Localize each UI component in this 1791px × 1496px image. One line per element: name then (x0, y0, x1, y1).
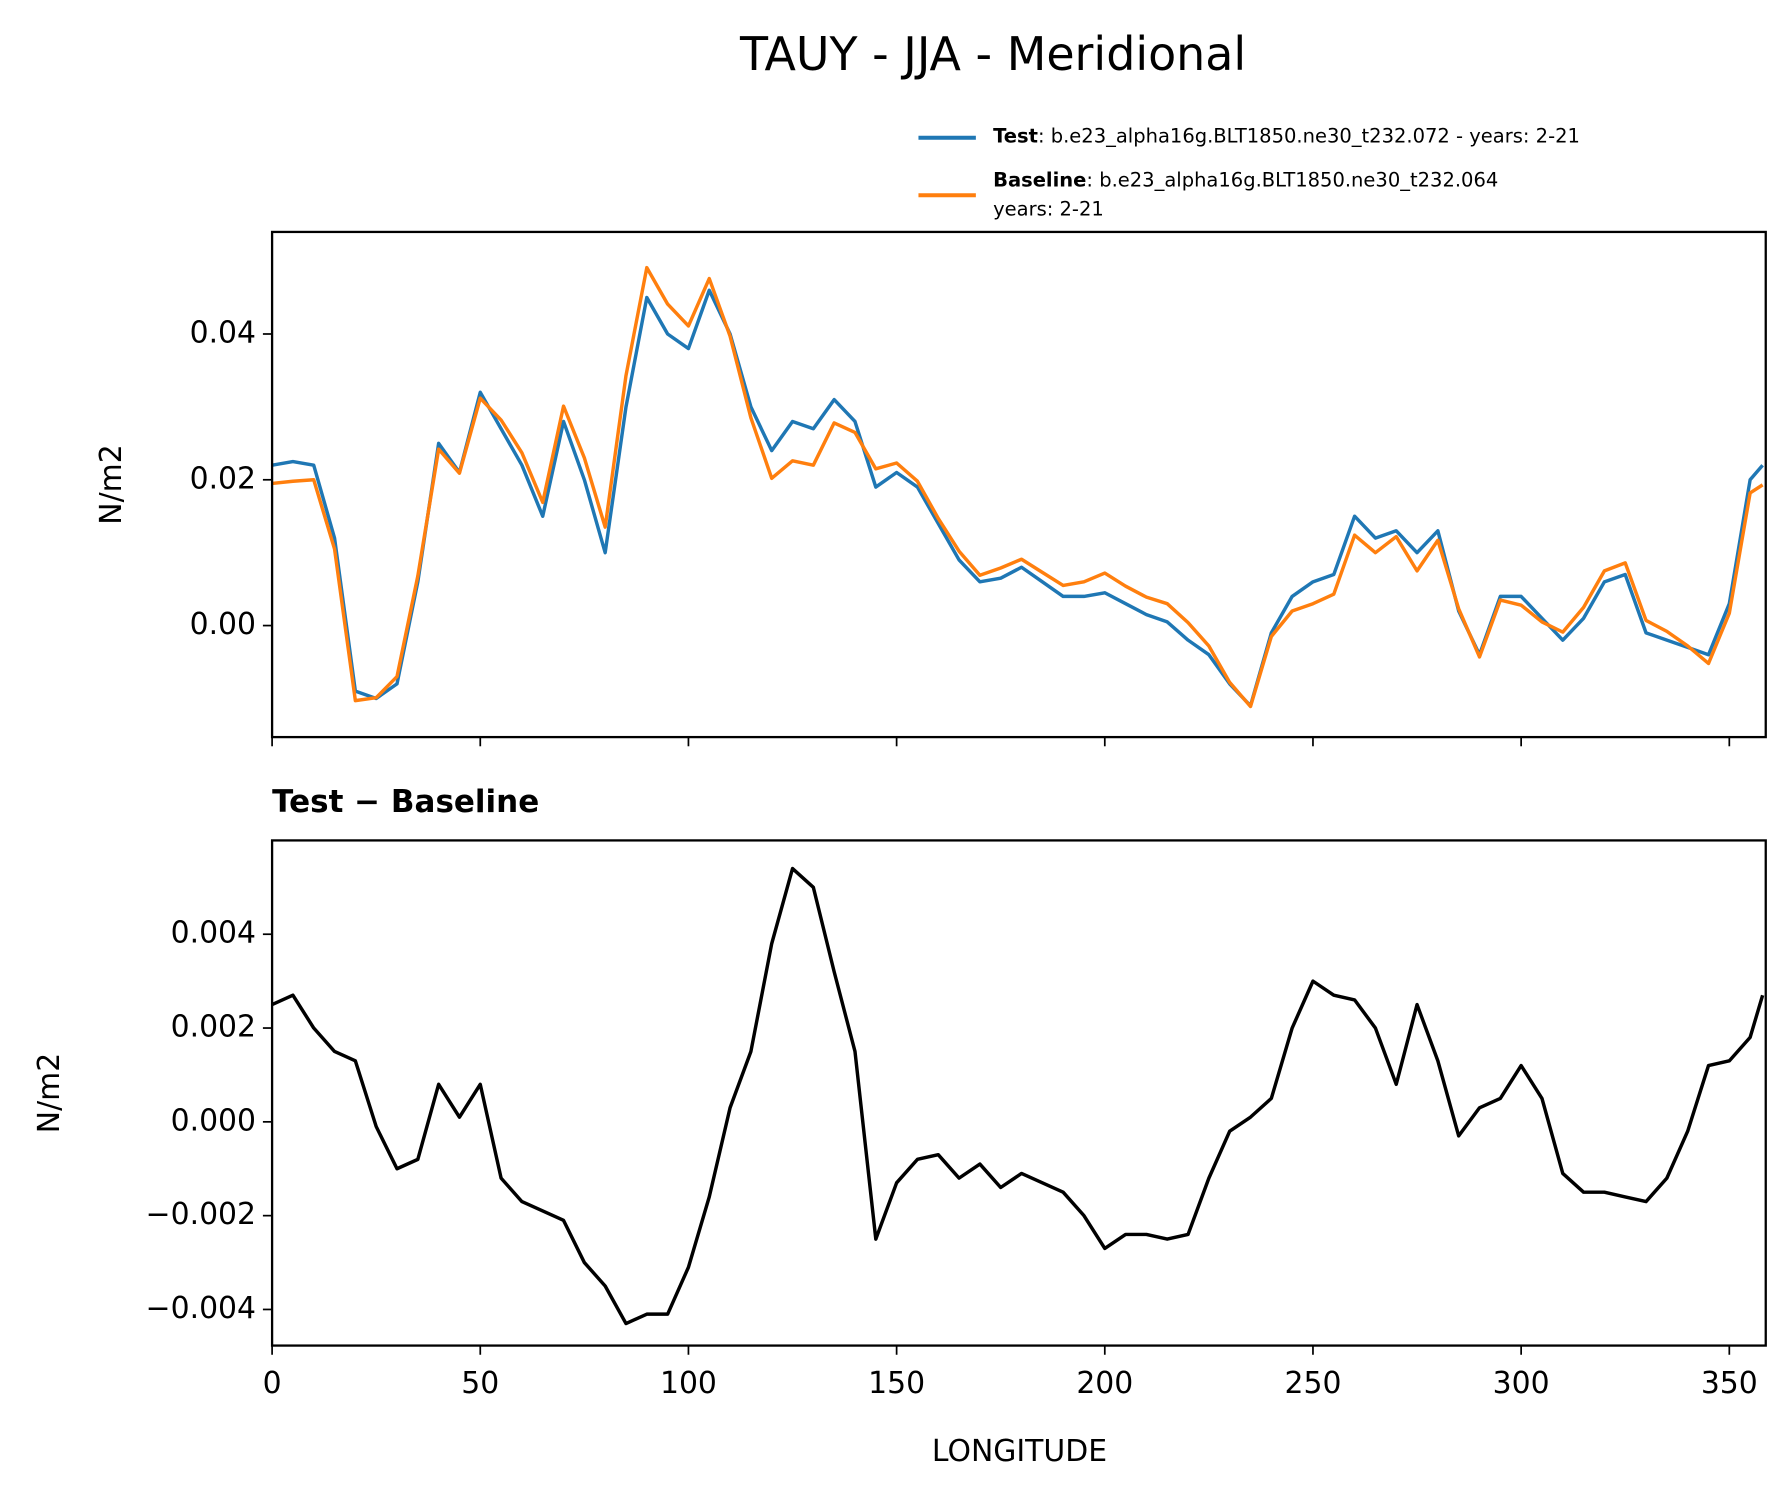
y-tick-label: −0.004 (146, 1291, 256, 1326)
x-tick-label: 100 (660, 1366, 717, 1401)
x-axis-label: LONGITUDE (932, 1434, 1107, 1469)
legend-label: Test: b.e23_alpha16g.BLT1850.ne30_t232.0… (993, 124, 1580, 147)
legend-text: years: 2-21 (993, 198, 1104, 221)
legend-text: : b.e23_alpha16g.BLT1850.ne30_t232.072 -… (1038, 124, 1580, 147)
y-tick-label: 0.000 (171, 1103, 256, 1138)
y-tick-label: 0.00 (190, 607, 256, 642)
x-tick-label: 50 (461, 1366, 499, 1401)
axes-frame (270, 839, 1767, 1347)
y-axis-label: N/m2 (32, 1053, 67, 1133)
y-axis-label: N/m2 (94, 444, 129, 524)
chart-title: TAUY - JJA - Meridional (739, 27, 1246, 81)
y-tick-label: 0.02 (190, 461, 256, 496)
axes-frame (270, 230, 1767, 739)
subplot-title: Test − Baseline (272, 784, 539, 820)
x-tick-label: 0 (263, 1366, 282, 1401)
line (272, 866, 1765, 1326)
legend-label: Baseline: b.e23_alpha16g.BLT1850.ne30_t2… (993, 168, 1498, 191)
line (272, 265, 1764, 709)
legend-text: : b.e23_alpha16g.BLT1850.ne30_t232.064 (1086, 168, 1498, 191)
legend-name: Test (993, 124, 1038, 147)
x-tick-label: 300 (1493, 1366, 1550, 1401)
line (272, 288, 1764, 708)
y-tick-label: 0.004 (171, 916, 256, 951)
legend-name: Baseline (993, 168, 1086, 191)
y-tick-label: 0.002 (171, 1010, 256, 1045)
x-tick-label: 200 (1076, 1366, 1133, 1401)
y-tick-label: −0.002 (146, 1197, 256, 1232)
y-tick-label: 0.04 (190, 315, 256, 350)
x-tick-label: 250 (1284, 1366, 1341, 1401)
x-tick-label: 350 (1701, 1366, 1758, 1401)
x-tick-label: 150 (868, 1366, 925, 1401)
